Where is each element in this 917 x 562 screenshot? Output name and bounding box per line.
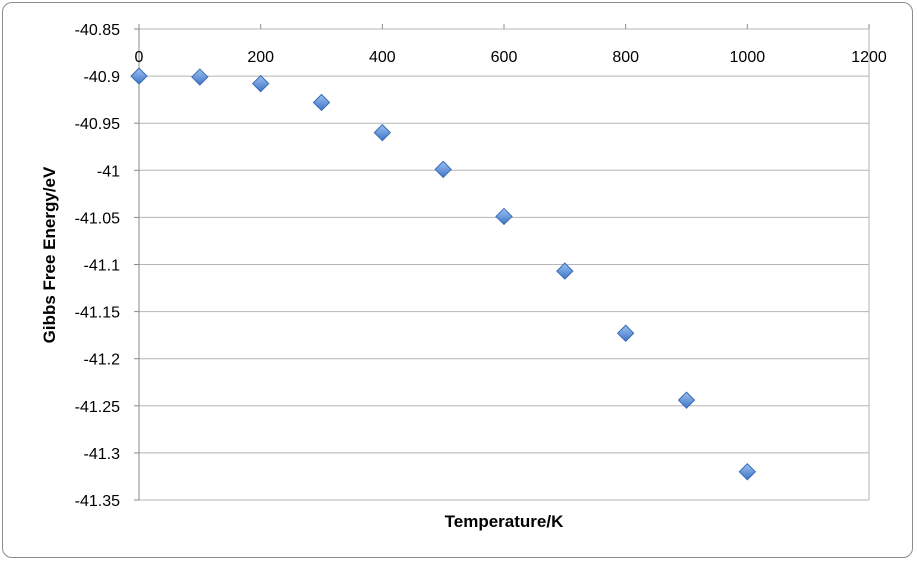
y-tick-label: -41.25 <box>75 399 120 416</box>
x-tick-label: 0 <box>135 49 144 66</box>
gridlines <box>139 28 869 501</box>
y-tick-label: -41.05 <box>75 210 120 227</box>
x-tick-label: 200 <box>247 49 274 66</box>
axes <box>134 24 870 501</box>
y-axis-title: Gibbs Free Energy/eV <box>40 166 59 343</box>
x-tick-label: 800 <box>612 49 639 66</box>
x-tick-label: 1200 <box>851 49 887 66</box>
x-tick-label: 400 <box>369 49 396 66</box>
x-tick-label: 600 <box>491 49 518 66</box>
x-tick-label: 1000 <box>730 49 766 66</box>
x-axis-title: Temperature/K <box>445 512 564 531</box>
y-tick-label: -40.85 <box>75 22 120 39</box>
data-point <box>251 74 270 93</box>
data-point <box>616 324 635 342</box>
data-point <box>556 262 574 280</box>
data-point <box>434 160 452 179</box>
y-tick-label: -41.2 <box>84 352 121 369</box>
data-point <box>677 391 696 409</box>
y-tick-label: -41.1 <box>84 258 121 275</box>
data-point <box>495 207 513 226</box>
y-tick-label: -40.95 <box>75 116 120 133</box>
data-points <box>130 67 757 481</box>
y-tick-labels: -40.85 -40.9 -40.95 -41 -41.05 -41.1 -41.15 -41… <box>75 22 120 510</box>
data-point <box>312 93 331 112</box>
y-tick-label: -41.3 <box>84 446 121 463</box>
data-point <box>373 123 392 142</box>
y-tick-label: -41 <box>97 163 120 180</box>
data-point <box>738 463 757 481</box>
y-tick-label: -41.15 <box>75 305 120 322</box>
y-tick-label: -40.9 <box>84 69 121 86</box>
data-point <box>191 68 209 86</box>
data-point <box>130 67 148 85</box>
x-tick-labels: 0 200 400 600 800 1000 1200 <box>135 49 887 66</box>
y-tick-label: -41.35 <box>75 493 120 510</box>
